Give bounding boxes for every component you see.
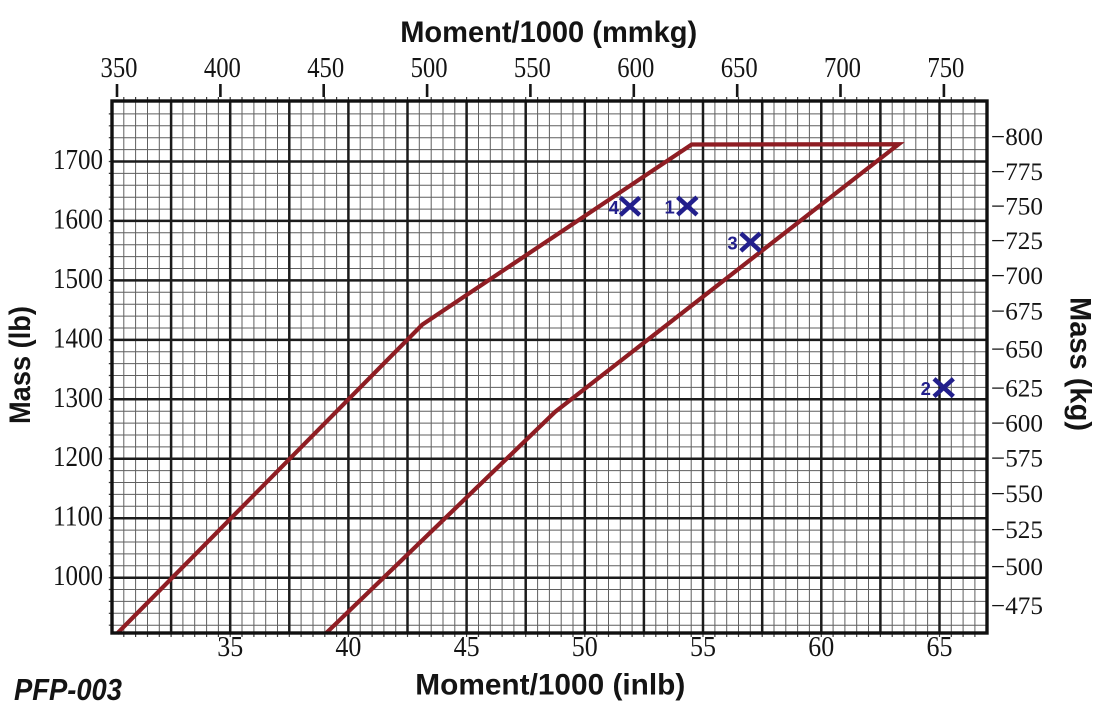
svg-text:1400: 1400 <box>53 322 103 354</box>
svg-text:Mass (lb): Mass (lb) <box>4 306 37 424</box>
svg-text:−775: −775 <box>991 157 1043 186</box>
svg-text:−475: −475 <box>991 591 1043 620</box>
svg-text:1: 1 <box>665 196 675 217</box>
svg-text:400: 400 <box>204 52 241 84</box>
svg-text:500: 500 <box>411 52 448 84</box>
svg-text:−725: −725 <box>991 226 1043 255</box>
svg-text:1500: 1500 <box>53 263 103 295</box>
svg-text:1100: 1100 <box>53 501 103 533</box>
svg-text:−675: −675 <box>991 296 1043 325</box>
svg-text:600: 600 <box>617 52 654 84</box>
svg-text:−550: −550 <box>991 479 1043 508</box>
svg-text:350: 350 <box>101 52 138 84</box>
svg-text:35: 35 <box>217 631 243 663</box>
svg-text:2: 2 <box>921 378 931 399</box>
svg-text:45: 45 <box>454 631 480 663</box>
svg-text:1000: 1000 <box>53 560 103 592</box>
svg-text:700: 700 <box>824 52 861 84</box>
svg-text:1200: 1200 <box>53 441 103 473</box>
svg-text:50: 50 <box>572 631 598 663</box>
svg-text:−800: −800 <box>991 122 1043 151</box>
svg-text:−750: −750 <box>991 191 1043 220</box>
svg-text:−650: −650 <box>991 334 1043 363</box>
svg-text:450: 450 <box>307 52 344 84</box>
svg-text:Moment/1000 (inlb): Moment/1000 (inlb) <box>415 668 685 701</box>
svg-text:Moment/1000 (mmkg): Moment/1000 (mmkg) <box>400 16 697 49</box>
svg-text:1300: 1300 <box>53 382 103 414</box>
svg-text:−525: −525 <box>991 515 1043 544</box>
svg-text:−700: −700 <box>991 261 1043 290</box>
svg-text:55: 55 <box>690 631 716 663</box>
svg-text:60: 60 <box>808 631 834 663</box>
svg-text:65: 65 <box>927 631 953 663</box>
svg-text:1700: 1700 <box>53 144 103 176</box>
svg-text:3: 3 <box>727 233 737 254</box>
svg-text:40: 40 <box>335 631 361 663</box>
svg-text:−625: −625 <box>991 373 1043 402</box>
svg-text:Mass (kg): Mass (kg) <box>1064 297 1093 431</box>
svg-text:650: 650 <box>721 52 758 84</box>
svg-text:−600: −600 <box>991 408 1043 437</box>
svg-text:−500: −500 <box>991 552 1043 581</box>
svg-text:750: 750 <box>927 52 964 84</box>
svg-text:PFP-003: PFP-003 <box>14 672 122 707</box>
svg-text:4: 4 <box>609 197 620 218</box>
svg-text:550: 550 <box>514 52 551 84</box>
svg-text:1600: 1600 <box>53 203 103 235</box>
svg-text:−575: −575 <box>991 443 1043 472</box>
